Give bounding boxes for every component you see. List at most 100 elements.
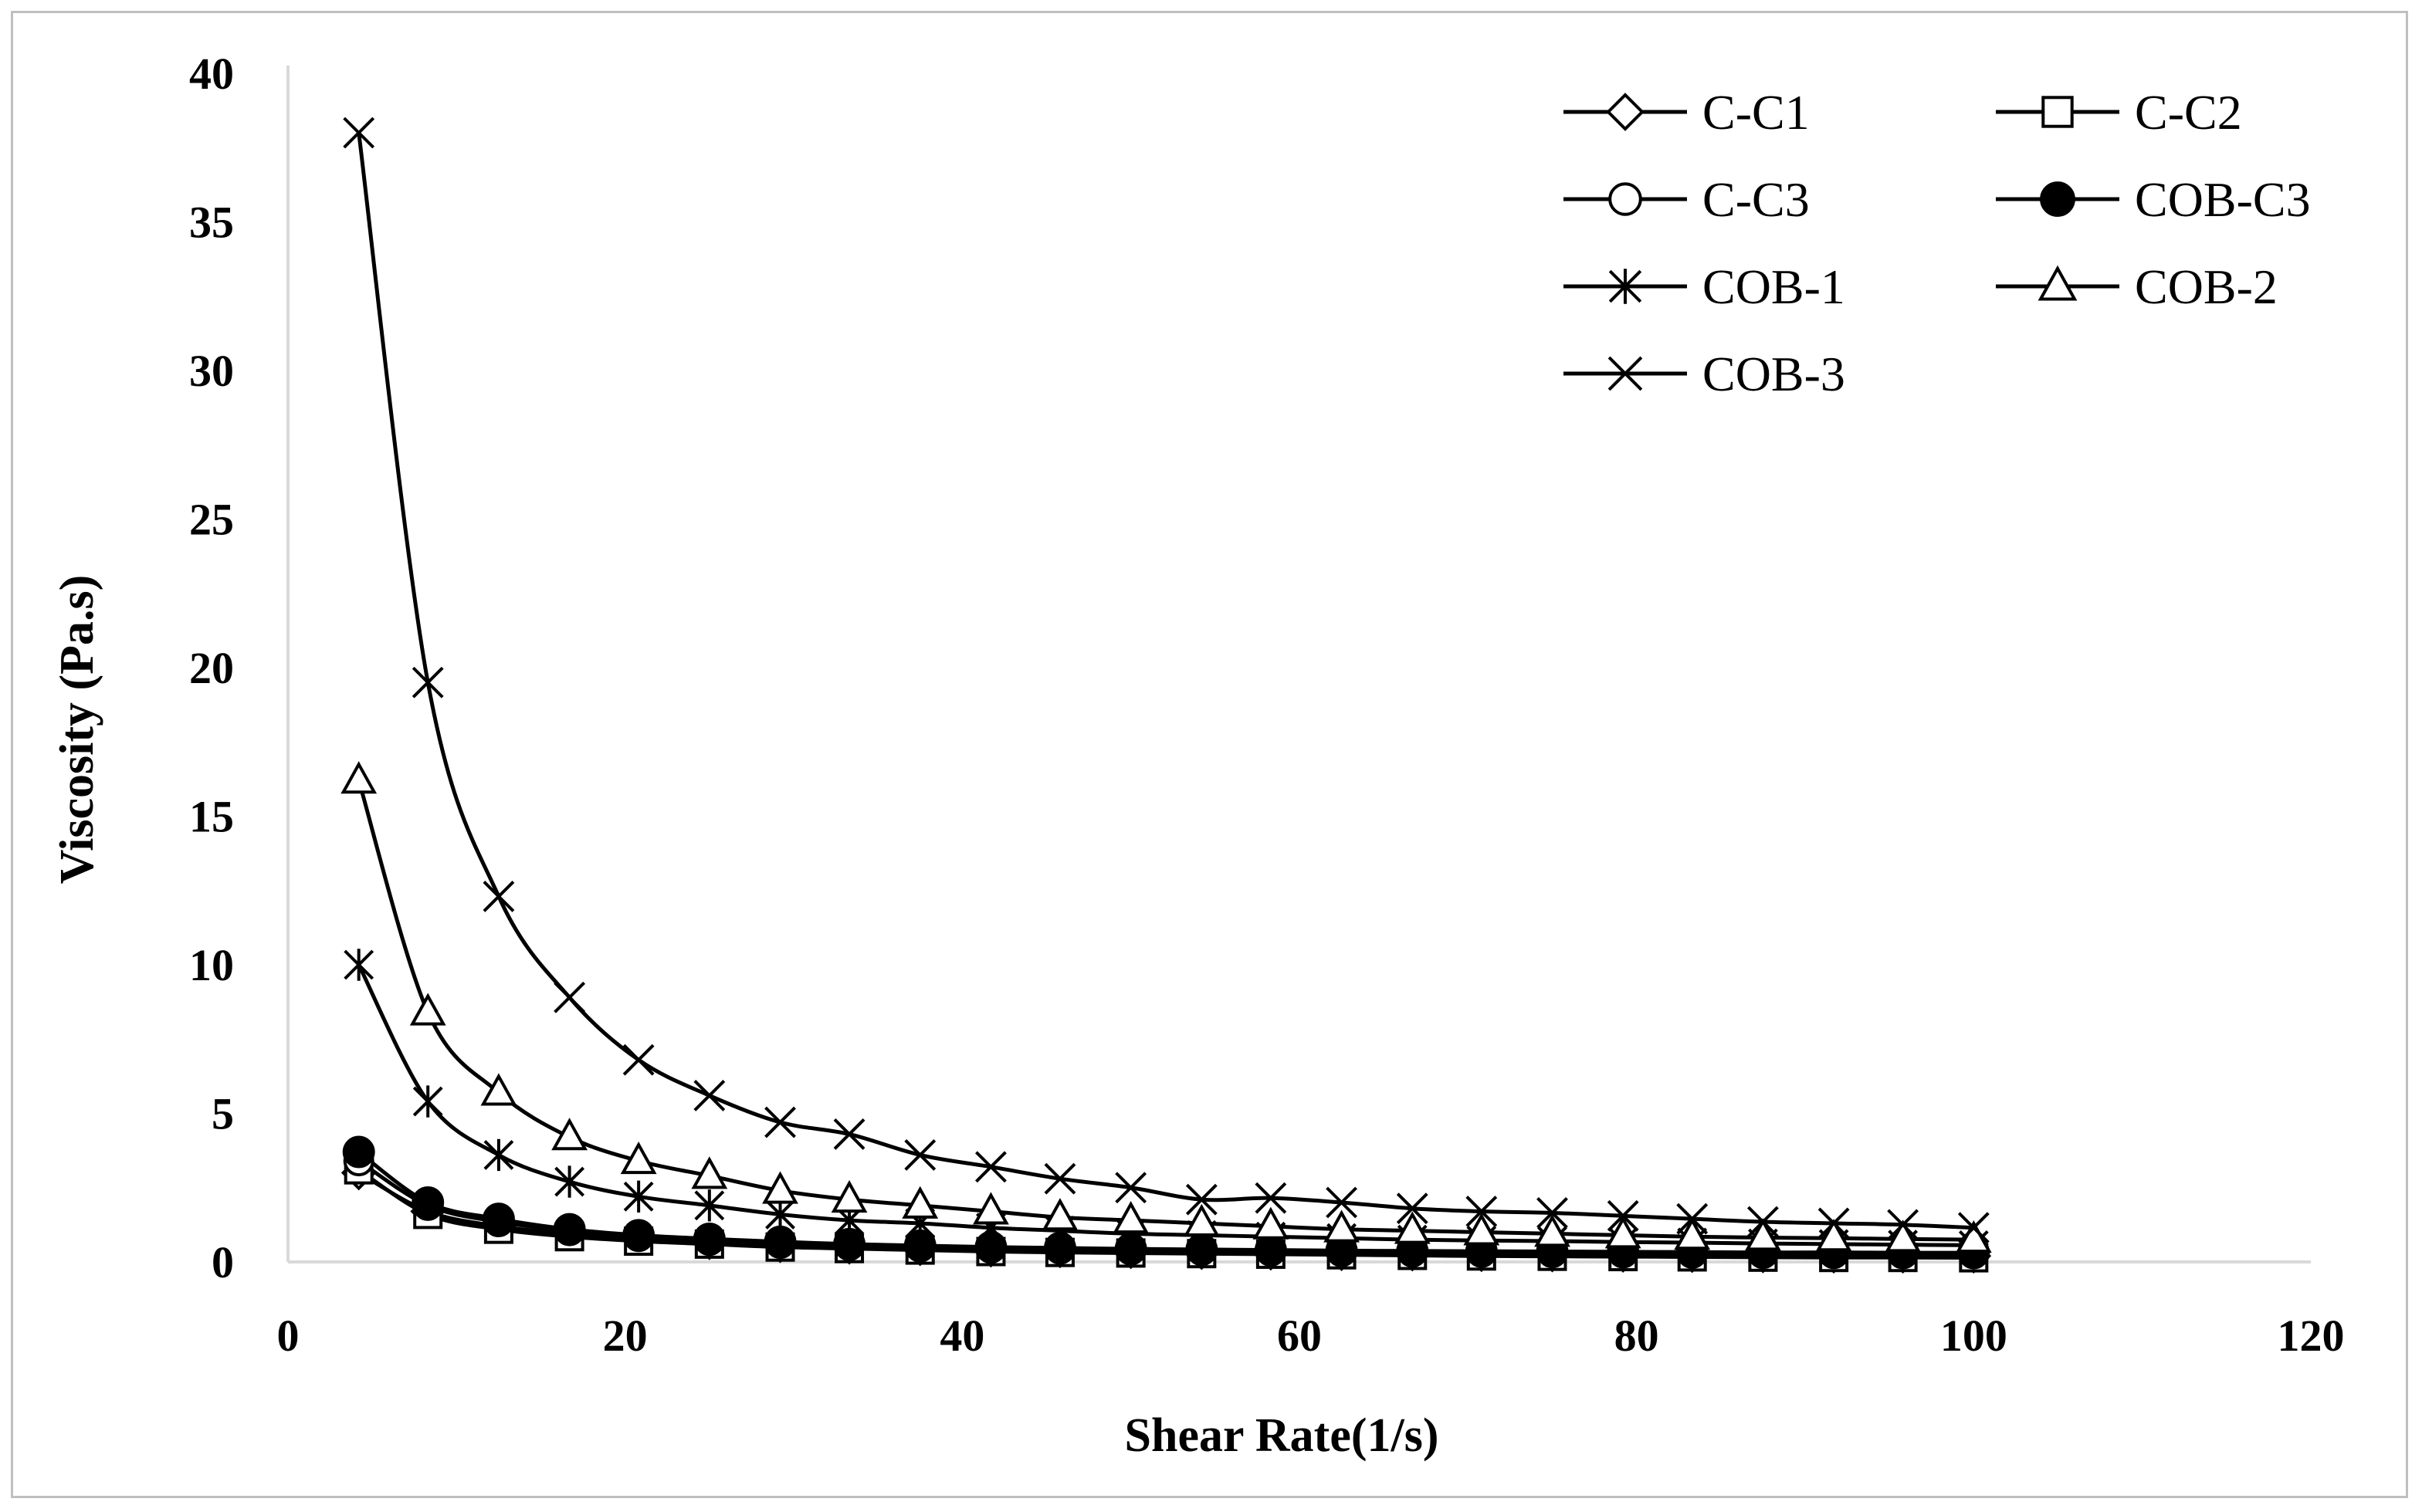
data-point-cob-2 bbox=[1113, 1200, 1150, 1234]
legend-label-cob-2: COB-2 bbox=[2135, 259, 2278, 314]
y-tick-label: 35 bbox=[189, 198, 234, 248]
y-tick-label: 0 bbox=[212, 1237, 234, 1287]
data-point-cob-2 bbox=[551, 1118, 588, 1151]
data-point-cob-3 bbox=[622, 1044, 655, 1076]
data-point-cob-c3 bbox=[693, 1222, 726, 1255]
data-point-cob-3 bbox=[554, 981, 586, 1013]
legend-marker-c-c3 bbox=[1608, 182, 1642, 216]
legend-marker-cob-2 bbox=[2038, 265, 2078, 301]
data-point-cob-2 bbox=[1463, 1213, 1500, 1246]
data-point-cob-3 bbox=[693, 1079, 726, 1111]
legend-marker-cob-c3 bbox=[2040, 181, 2075, 217]
x-tick-label: 40 bbox=[940, 1311, 984, 1361]
legend-label-cob-c3: COB-C3 bbox=[2135, 172, 2311, 227]
data-point-cob-3 bbox=[412, 666, 444, 698]
data-point-cob-1 bbox=[412, 1085, 443, 1118]
legend-label-cob-3: COB-3 bbox=[1702, 347, 1845, 401]
x-tick-label: 120 bbox=[2278, 1311, 2345, 1361]
data-point-cob-3 bbox=[764, 1106, 796, 1138]
data-point-cob-3 bbox=[1185, 1183, 1218, 1216]
data-point-cob-3 bbox=[1326, 1186, 1357, 1219]
data-point-cob-3 bbox=[1044, 1162, 1076, 1195]
data-point-cob-3 bbox=[483, 881, 515, 912]
data-point-cob-3 bbox=[1887, 1209, 1919, 1241]
legend-marker-c-c1 bbox=[1606, 93, 1645, 131]
data-point-cob-3 bbox=[1817, 1207, 1850, 1240]
data-point-cob-3 bbox=[1255, 1182, 1287, 1214]
y-tick-label: 25 bbox=[189, 495, 234, 545]
x-tick-label: 20 bbox=[603, 1311, 648, 1361]
y-tick-label: 30 bbox=[189, 346, 234, 396]
y-tick-label: 40 bbox=[189, 49, 234, 99]
data-point-cob-3 bbox=[1115, 1172, 1147, 1204]
data-point-cob-2 bbox=[831, 1180, 868, 1213]
data-point-cob-2 bbox=[1745, 1218, 1781, 1251]
data-point-cob-3 bbox=[1747, 1206, 1779, 1238]
data-point-cob-2 bbox=[1042, 1198, 1079, 1231]
legend-label-c-c3: C-C3 bbox=[1702, 172, 1810, 227]
legend-marker-c-c2 bbox=[2041, 96, 2074, 128]
y-axis-title: Viscosity (Pa.s) bbox=[51, 575, 103, 885]
data-point-cob-2 bbox=[762, 1171, 798, 1204]
data-point-cob-1 bbox=[554, 1165, 585, 1198]
data-point-cob-2 bbox=[973, 1192, 1009, 1225]
data-point-cob-2 bbox=[1815, 1219, 1852, 1252]
data-point-cob-1 bbox=[623, 1180, 654, 1213]
data-point-cob-c3 bbox=[764, 1225, 797, 1258]
y-tick-label: 5 bbox=[212, 1089, 234, 1139]
tick-labels: 0 20 40 60 80 100 120 0 5 10 15 20 25 30 35 40 bbox=[189, 49, 2345, 1361]
data-point-cob-1 bbox=[694, 1189, 725, 1222]
axes bbox=[286, 66, 2311, 1263]
legend-marker-cob-3 bbox=[1607, 356, 1643, 391]
data-point-cob-3 bbox=[1676, 1202, 1709, 1235]
data-point-cob-3 bbox=[833, 1118, 865, 1150]
data-point-cob-c3 bbox=[482, 1202, 515, 1236]
x-tick-label: 60 bbox=[1277, 1311, 1322, 1361]
data-point-cob-3 bbox=[1465, 1196, 1498, 1227]
data-point-cob-c3 bbox=[622, 1219, 655, 1252]
legend-label-cob-1: COB-1 bbox=[1702, 259, 1845, 314]
data-point-cob-2 bbox=[1885, 1219, 1922, 1253]
y-tick-label: 20 bbox=[189, 643, 234, 693]
data-point-cob-1 bbox=[483, 1138, 514, 1172]
data-point-cob-3 bbox=[343, 117, 375, 149]
data-point-cob-2 bbox=[1604, 1216, 1641, 1249]
series-line-cob-3 bbox=[357, 132, 1974, 1230]
data-point-cob-2 bbox=[620, 1141, 657, 1175]
data-point-cob-1 bbox=[344, 949, 374, 981]
data-point-cob-2 bbox=[1323, 1209, 1360, 1243]
data-point-cob-2 bbox=[409, 993, 446, 1026]
data-point-cob-2 bbox=[480, 1073, 517, 1106]
data-point-cob-3 bbox=[1396, 1192, 1428, 1225]
data-point-cob-c3 bbox=[342, 1135, 375, 1169]
data-point-cob-2 bbox=[1674, 1217, 1711, 1250]
data-point-cob-3 bbox=[904, 1138, 937, 1171]
data-point-cob-3 bbox=[975, 1151, 1007, 1183]
legend-label-c-c1: C-C1 bbox=[1702, 85, 1810, 140]
series-line-cob-1 bbox=[357, 963, 1974, 1247]
data-point-cob-2 bbox=[1534, 1214, 1570, 1247]
y-tick-label: 15 bbox=[189, 792, 234, 842]
data-point-cob-c3 bbox=[553, 1213, 586, 1246]
data-point-cob-2 bbox=[340, 761, 378, 794]
x-axis-title: Shear Rate(1/s) bbox=[1125, 1409, 1439, 1462]
data-point-cob-3 bbox=[1957, 1212, 1990, 1244]
data-point-cob-2 bbox=[691, 1156, 728, 1189]
y-tick-label: 10 bbox=[189, 940, 234, 990]
series-line-cob-2 bbox=[357, 780, 1974, 1242]
data-point-cob-2 bbox=[1252, 1206, 1289, 1240]
data-point-cob-3 bbox=[1607, 1199, 1639, 1232]
x-tick-label: 100 bbox=[1940, 1311, 2007, 1361]
x-tick-label: 80 bbox=[1614, 1311, 1659, 1361]
legend-label-c-c2: C-C2 bbox=[2135, 85, 2242, 140]
legend: C-C1 C-C2 C-C3 COB-C3 COB-1 COB-2 COB-3 bbox=[1563, 85, 2311, 401]
data-point-cob-2 bbox=[1394, 1211, 1431, 1244]
x-tick-label: 0 bbox=[277, 1311, 300, 1361]
legend-marker-cob-1 bbox=[1608, 269, 1642, 304]
series-markers bbox=[340, 117, 1992, 1274]
data-point-cob-c3 bbox=[412, 1186, 445, 1219]
data-point-cob-2 bbox=[1183, 1203, 1220, 1236]
data-point-cob-2 bbox=[902, 1186, 939, 1219]
data-point-cob-3 bbox=[1536, 1197, 1568, 1229]
